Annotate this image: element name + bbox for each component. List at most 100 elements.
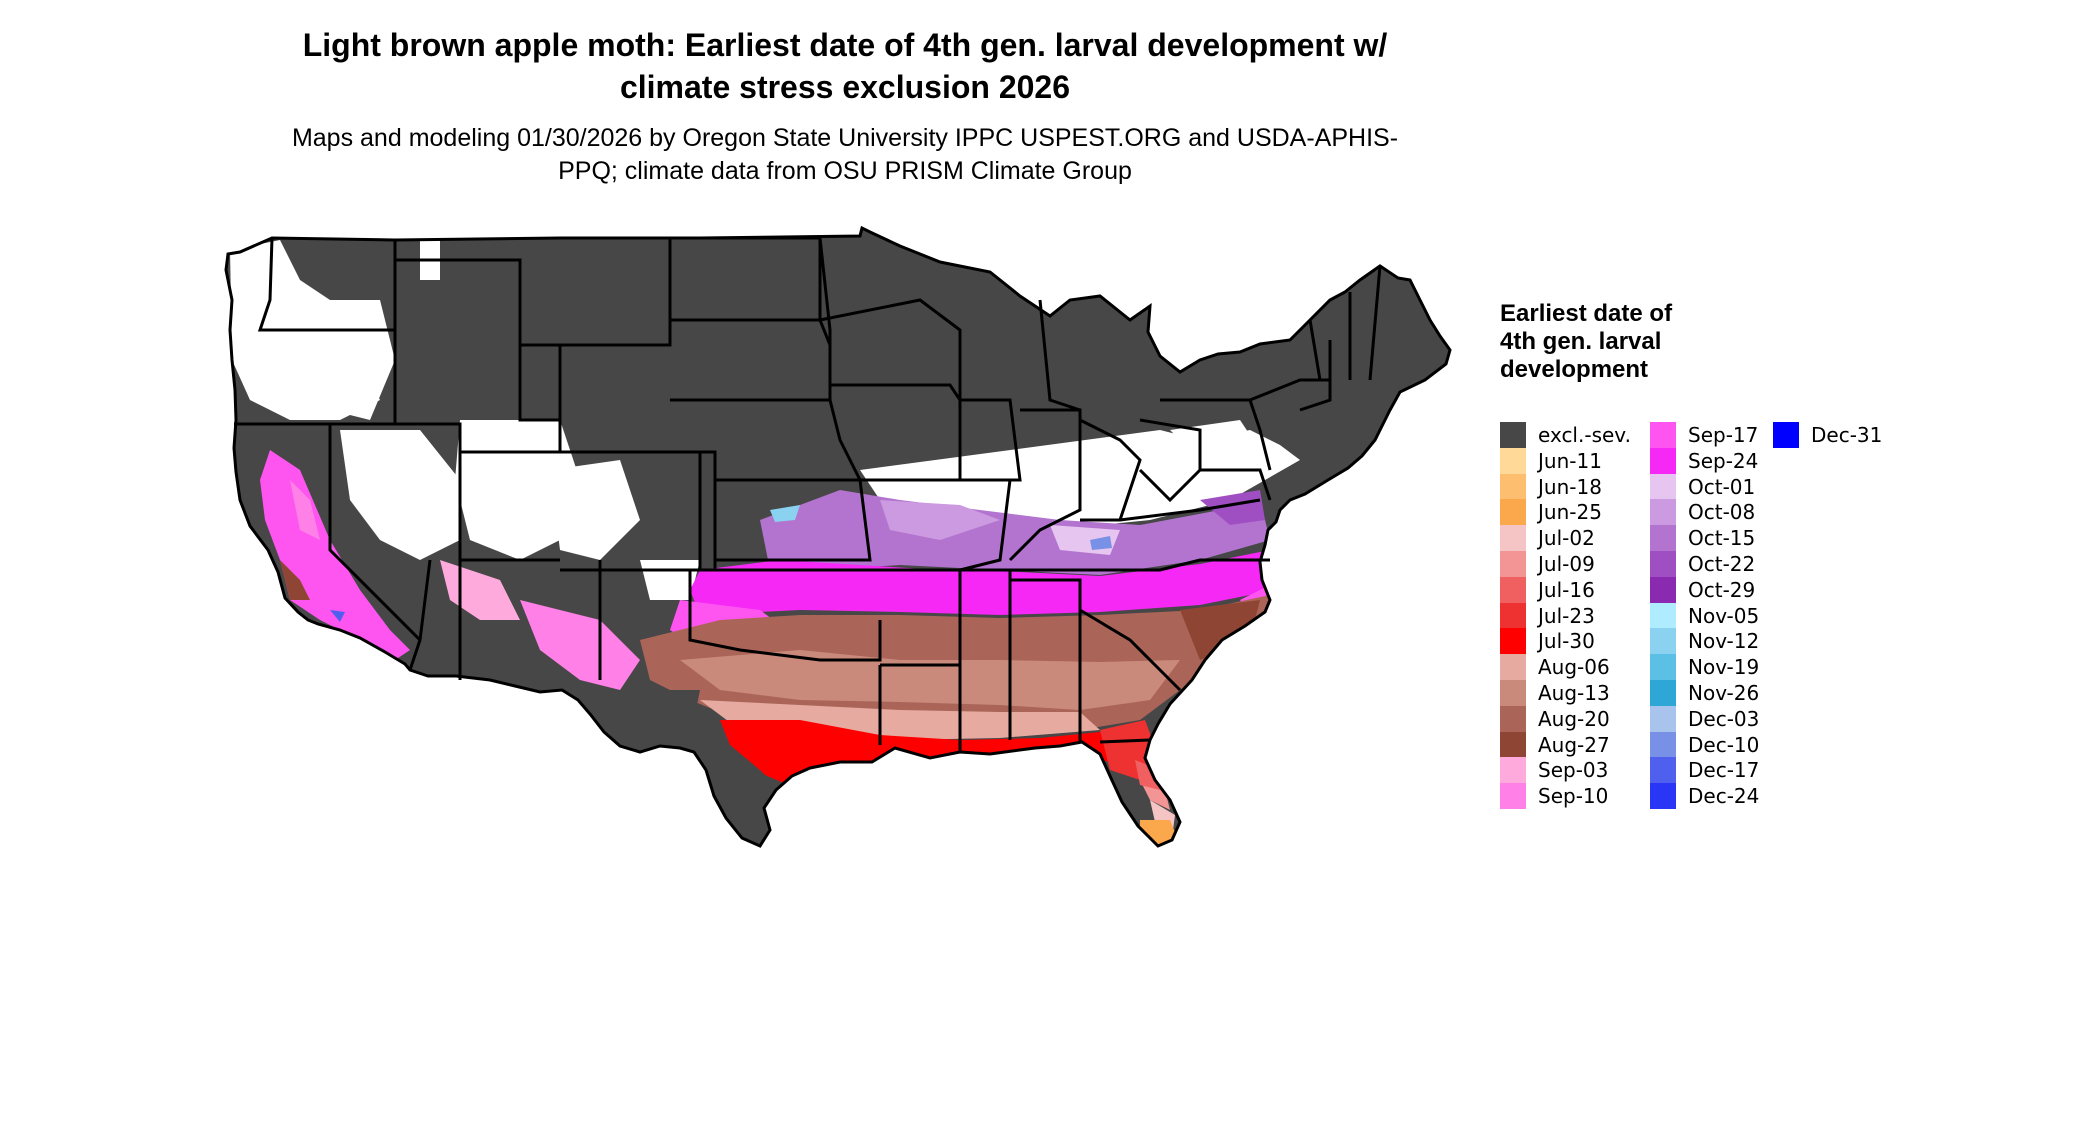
- legend-item: Sep-03: [1500, 757, 1609, 784]
- legend-swatch: [1500, 422, 1526, 448]
- legend-label: Nov-05: [1688, 603, 1760, 628]
- legend-item: Sep-24: [1650, 447, 1759, 474]
- legend-label: Jul-16: [1538, 577, 1595, 602]
- legend-item: Jul-30: [1500, 628, 1595, 655]
- legend-label: Oct-08: [1688, 500, 1756, 525]
- legend-swatch: [1500, 499, 1526, 526]
- legend-label: Jul-02: [1538, 526, 1595, 551]
- legend-label: Sep-24: [1688, 448, 1759, 473]
- legend-swatch: [1500, 447, 1526, 474]
- legend-swatch: [1500, 602, 1526, 629]
- legend-swatch: [1650, 628, 1676, 655]
- legend-label: Dec-31: [1811, 423, 1883, 447]
- legend-item: Sep-17: [1650, 422, 1758, 448]
- legend-swatch: [1500, 551, 1526, 577]
- legend-label: Dec-10: [1688, 732, 1760, 757]
- legend-item: Jun-11: [1500, 447, 1602, 474]
- legend-item: Nov-26: [1650, 680, 1759, 706]
- legend-swatch: [1650, 499, 1676, 526]
- legend-item: Jul-02: [1500, 525, 1595, 552]
- legend-item: Dec-24: [1650, 783, 1760, 810]
- legend-label: Dec-17: [1688, 758, 1760, 783]
- legend-swatch: [1500, 628, 1526, 655]
- legend-label: Sep-17: [1688, 423, 1759, 447]
- legend-label: Jun-18: [1538, 474, 1602, 499]
- legend-item: Jun-18: [1500, 473, 1602, 500]
- legend-grid: excl.-sev. Jun-11 Jun-18 Jun-25 Jul-02 Jul-09…: [1500, 422, 1920, 1122]
- june-zones: [808, 820, 1178, 846]
- state-borders: [224, 225, 1452, 848]
- legend-item: excl.-sev.: [1500, 422, 1631, 448]
- legend-swatch: [1500, 757, 1526, 784]
- legend-swatch: [1650, 473, 1676, 500]
- legend-label: Jun-11: [1538, 448, 1602, 473]
- map-subtitle: Maps and modeling 01/30/2026 by Oregon S…: [291, 124, 1399, 185]
- legend-swatch: [1500, 783, 1526, 810]
- legend: Earliest date of 4th gen. larval develop…: [1500, 300, 1882, 810]
- legend-item: Nov-05: [1650, 602, 1760, 629]
- legend-label: Oct-29: [1688, 577, 1756, 602]
- legend-swatch: [1650, 447, 1676, 474]
- nov-dec-speckles: [330, 505, 1112, 622]
- legend-item: Dec-31: [1773, 422, 1882, 448]
- legend-item: Jun-25: [1500, 499, 1602, 526]
- legend-label: Nov-26: [1688, 681, 1760, 705]
- legend-label: Dec-24: [1688, 784, 1760, 809]
- legend-item: Nov-19: [1650, 654, 1760, 681]
- legend-item: Jul-09: [1500, 551, 1595, 577]
- legend-item: Aug-13: [1500, 680, 1610, 706]
- legend-label: Oct-22: [1688, 552, 1756, 576]
- legend-item: Dec-10: [1650, 731, 1760, 758]
- legend-item: Oct-29: [1650, 576, 1756, 603]
- legend-swatch: [1650, 654, 1676, 681]
- legend-label: Sep-10: [1538, 784, 1609, 809]
- legend-swatch: [1650, 757, 1676, 784]
- legend-swatch: [1773, 422, 1799, 448]
- legend-item: Aug-06: [1500, 654, 1610, 681]
- legend-label: Aug-20: [1538, 706, 1610, 731]
- legend-swatch: [1650, 731, 1676, 758]
- legend-swatch: [1650, 680, 1676, 706]
- legend-swatch: [1500, 731, 1526, 758]
- legend-item: Jul-16: [1500, 576, 1595, 603]
- legend-label: Aug-06: [1538, 655, 1610, 680]
- legend-label: Jul-23: [1538, 603, 1595, 628]
- legend-swatch: [1650, 525, 1676, 552]
- legend-item: Oct-15: [1650, 525, 1755, 552]
- legend-swatch: [1500, 473, 1526, 500]
- legend-swatch: [1650, 551, 1676, 577]
- legend-swatch: [1500, 705, 1526, 732]
- legend-swatch: [1650, 602, 1676, 629]
- legend-label: Jul-09: [1538, 552, 1595, 576]
- legend-label: excl.-sev.: [1538, 423, 1631, 447]
- october-zones: [760, 490, 1270, 575]
- legend-item: Oct-01: [1650, 473, 1756, 500]
- legend-swatch: [1650, 576, 1676, 603]
- legend-label: Nov-12: [1688, 629, 1760, 654]
- legend-swatch: [1500, 680, 1526, 706]
- legend-label: Aug-13: [1538, 681, 1610, 705]
- legend-label: Aug-27: [1538, 732, 1610, 757]
- us-map: [224, 225, 1452, 848]
- legend-label: Dec-03: [1688, 706, 1760, 731]
- legend-label: Nov-19: [1688, 655, 1760, 680]
- legend-item: Dec-03: [1650, 705, 1760, 732]
- legend-label: Jun-25: [1538, 500, 1602, 525]
- legend-item: Oct-22: [1650, 551, 1755, 577]
- legend-label: Oct-01: [1688, 474, 1756, 499]
- legend-swatch: [1650, 705, 1676, 732]
- legend-item: Aug-27: [1500, 731, 1610, 758]
- legend-swatch: [1500, 525, 1526, 552]
- legend-label: Sep-03: [1538, 758, 1609, 783]
- legend-item: Oct-08: [1650, 499, 1756, 526]
- legend-title: Earliest date of 4th gen. larval develop…: [1500, 300, 1673, 383]
- legend-item: Nov-12: [1650, 628, 1760, 655]
- map-title: Light brown apple moth: Earliest date of…: [302, 27, 1388, 105]
- legend-swatch: [1650, 422, 1676, 448]
- legend-item: Aug-20: [1500, 705, 1610, 732]
- legend-label: Jul-30: [1538, 629, 1595, 654]
- legend-item: Dec-17: [1650, 757, 1760, 784]
- legend-swatch: [1500, 576, 1526, 603]
- legend-item: Sep-10: [1500, 783, 1609, 810]
- legend-item: Jul-23: [1500, 602, 1595, 629]
